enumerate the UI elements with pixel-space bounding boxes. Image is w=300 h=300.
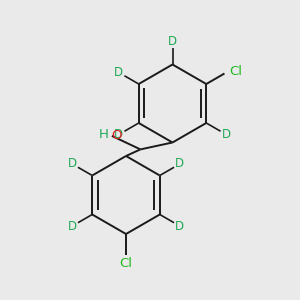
Text: D: D [114, 66, 123, 79]
Text: O: O [112, 129, 122, 142]
Text: H: H [99, 128, 108, 141]
Text: Cl: Cl [119, 257, 133, 270]
Text: D: D [222, 128, 231, 141]
Text: D: D [114, 128, 123, 141]
Text: D: D [68, 158, 77, 170]
Text: D: D [68, 220, 77, 232]
Text: D: D [175, 158, 184, 170]
Text: D: D [168, 35, 177, 48]
Text: Cl: Cl [230, 64, 242, 78]
Text: D: D [175, 220, 184, 232]
